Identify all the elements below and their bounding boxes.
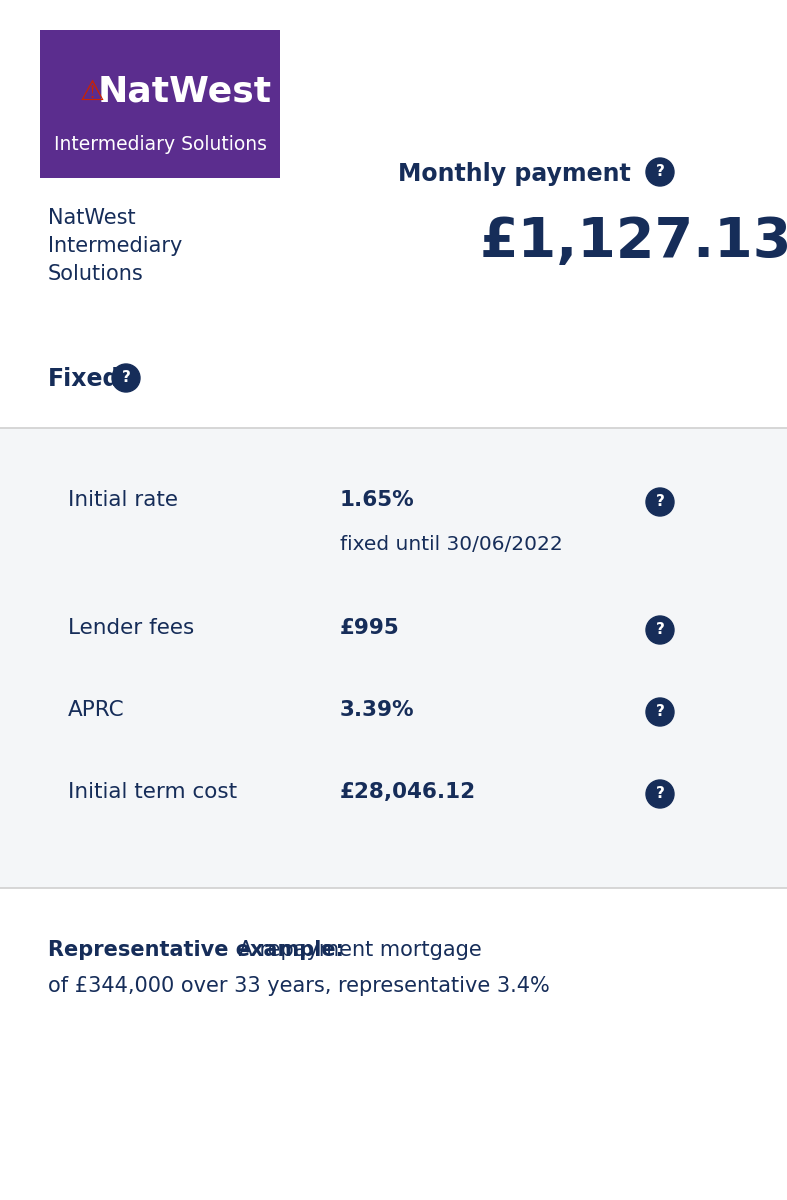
Circle shape (646, 158, 674, 186)
Text: 3.39%: 3.39% (340, 700, 415, 720)
Text: ?: ? (656, 494, 664, 510)
Text: £1,127.13: £1,127.13 (480, 215, 787, 269)
Text: £28,046.12: £28,046.12 (340, 782, 476, 802)
Text: NatWest: NatWest (98, 74, 272, 109)
Circle shape (646, 488, 674, 516)
Text: Fixed: Fixed (48, 367, 120, 391)
Circle shape (646, 780, 674, 808)
Text: ?: ? (121, 371, 131, 385)
Text: ⚠: ⚠ (79, 78, 105, 106)
Text: of £344,000 over 33 years, representative 3.4%: of £344,000 over 33 years, representativ… (48, 976, 550, 996)
Text: Monthly payment: Monthly payment (398, 162, 630, 186)
Text: APRC: APRC (68, 700, 124, 720)
Text: NatWest: NatWest (48, 208, 135, 228)
Text: Intermediary Solutions: Intermediary Solutions (54, 136, 267, 155)
Text: ?: ? (656, 704, 664, 720)
Text: Lender fees: Lender fees (68, 618, 194, 638)
Circle shape (646, 698, 674, 726)
Text: fixed until 30/06/2022: fixed until 30/06/2022 (340, 535, 563, 554)
Text: ?: ? (656, 164, 664, 180)
Text: A repayment mortgage: A repayment mortgage (232, 940, 482, 960)
Circle shape (112, 364, 140, 392)
Text: ?: ? (656, 623, 664, 637)
FancyBboxPatch shape (0, 428, 787, 888)
Text: Representative example:: Representative example: (48, 940, 344, 960)
Text: Initial term cost: Initial term cost (68, 782, 237, 802)
Text: Intermediary: Intermediary (48, 236, 183, 256)
Text: ?: ? (656, 786, 664, 802)
Text: £995: £995 (340, 618, 400, 638)
Circle shape (646, 616, 674, 644)
Text: 1.65%: 1.65% (340, 490, 415, 510)
Text: Initial rate: Initial rate (68, 490, 178, 510)
Text: Solutions: Solutions (48, 264, 144, 284)
FancyBboxPatch shape (40, 30, 280, 178)
